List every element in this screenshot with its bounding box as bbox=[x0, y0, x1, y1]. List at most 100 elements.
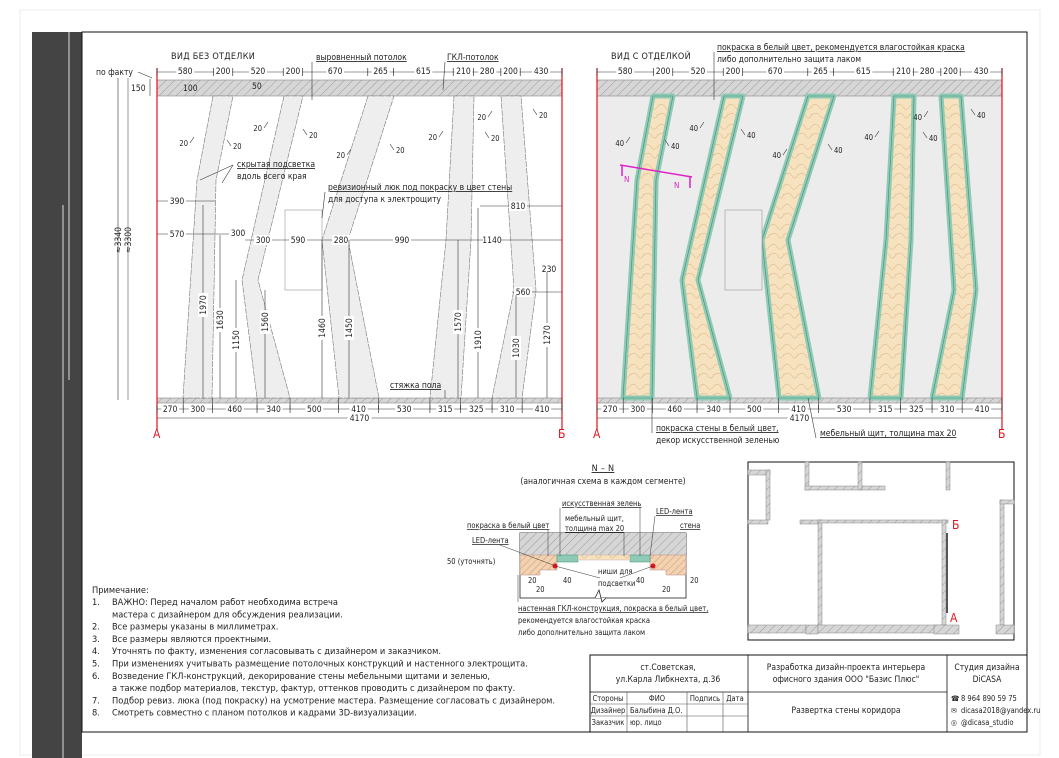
horizontal-dimension: 230 bbox=[542, 265, 557, 275]
label-bg bbox=[305, 404, 324, 413]
wall-finish-label-2: декор искусственной зеленью bbox=[656, 436, 780, 446]
bottom-dimension: 315 bbox=[438, 405, 453, 415]
total-dimension: 4170 bbox=[790, 414, 810, 424]
note-text: Подбор ревиз. люка (под покраску) на усм… bbox=[112, 695, 555, 706]
section-dimension: 20 bbox=[528, 576, 537, 585]
leader bbox=[649, 515, 656, 557]
label-bg bbox=[789, 404, 808, 413]
row-party: Заказчик bbox=[592, 718, 625, 727]
plan-wall bbox=[817, 519, 823, 626]
wall-label: стена bbox=[680, 521, 700, 530]
label-bg bbox=[540, 264, 558, 274]
label-bg bbox=[283, 66, 302, 75]
project-line-1: Разработка дизайн-проекта интерьера bbox=[767, 662, 925, 673]
row-name: Балыбина Д.О. bbox=[630, 706, 683, 715]
top-dimension: 200 bbox=[216, 67, 231, 77]
project-line-2: офисного здания ООО "Базис Плюс" bbox=[773, 675, 920, 685]
label-bg bbox=[483, 235, 501, 245]
label-bg bbox=[317, 316, 327, 340]
section-dimension: 20 bbox=[536, 585, 545, 594]
leader bbox=[346, 148, 352, 156]
revision-hatch[interactable] bbox=[724, 209, 763, 291]
label-bg bbox=[371, 66, 390, 75]
address-line-1: ст.Советская, bbox=[640, 663, 695, 673]
bottom-dimension: 340 bbox=[266, 405, 281, 415]
view-title: ВИД С ОТДЕЛКОЙ bbox=[611, 50, 691, 62]
plan-wall bbox=[941, 519, 947, 626]
bottom-dimension: 410 bbox=[975, 405, 990, 415]
leader bbox=[970, 108, 976, 116]
revision-hatch-label: ревизионный люк под покраску в цвет стен… bbox=[328, 183, 512, 193]
bottom-dimension: 410 bbox=[791, 405, 806, 415]
bottom-dimension: 460 bbox=[227, 405, 242, 415]
leader bbox=[487, 110, 493, 118]
label-bg bbox=[453, 310, 463, 334]
niche-label-2: подсветки bbox=[598, 579, 635, 588]
horizontal-dimension: 300 bbox=[256, 236, 271, 246]
top-dimension: 265 bbox=[373, 67, 388, 77]
label-bg bbox=[467, 404, 486, 413]
gap-dimension: 20 bbox=[396, 146, 405, 155]
label-bg bbox=[894, 66, 913, 75]
top-dimension: 200 bbox=[943, 67, 958, 77]
leader bbox=[625, 136, 631, 144]
section-n-n: N – N (аналогичная схема в каждом сегмент… bbox=[447, 464, 708, 637]
top-dimension: 615 bbox=[416, 67, 431, 77]
bottom-dimension: 460 bbox=[667, 405, 682, 415]
email-icon: ✉ bbox=[951, 706, 957, 715]
label-bg bbox=[628, 404, 647, 413]
label-bg bbox=[249, 66, 268, 75]
label-bg bbox=[907, 404, 926, 413]
note-text: ВАЖНО: Перед началом работ необходима вс… bbox=[112, 597, 338, 608]
top-dimension: 430 bbox=[974, 67, 989, 77]
label-bg bbox=[972, 66, 991, 75]
plan-wall bbox=[857, 461, 863, 491]
gap-dimension: 20 bbox=[539, 111, 548, 120]
vertical-dimension: 1460 bbox=[318, 318, 328, 338]
gap-dimension: 20 bbox=[253, 124, 262, 133]
bottom-dimension: 500 bbox=[747, 405, 762, 415]
label-bg bbox=[347, 413, 372, 422]
leader bbox=[740, 128, 746, 136]
note-text: Возведение ГКЛ-конструкций, декорировани… bbox=[112, 671, 490, 682]
label-bg bbox=[723, 66, 742, 75]
label-bg bbox=[168, 196, 186, 206]
label-bg bbox=[501, 66, 520, 75]
bottom-dimension: 340 bbox=[706, 405, 721, 415]
top-dimension: 580 bbox=[618, 67, 633, 77]
section-cut-line bbox=[619, 164, 693, 178]
leader bbox=[827, 143, 833, 151]
label-bg bbox=[478, 66, 497, 75]
revision-hatch[interactable] bbox=[284, 209, 323, 291]
horizontal-dimension: 1140 bbox=[482, 236, 502, 246]
leader bbox=[442, 61, 446, 91]
axis-label-a: А bbox=[593, 427, 601, 441]
gap-dimension: 40 bbox=[615, 139, 624, 148]
horizontal-dimension: 560 bbox=[516, 288, 531, 298]
vertical-dimension: 1150 bbox=[232, 330, 242, 350]
niche-label: ниши для bbox=[598, 567, 633, 576]
plan-mark-a: А bbox=[950, 611, 958, 625]
sheet-border bbox=[81, 31, 1028, 733]
plan-wall bbox=[765, 469, 771, 521]
leader bbox=[263, 121, 269, 129]
label-bg bbox=[264, 404, 283, 413]
gap-dimension: 40 bbox=[977, 111, 986, 120]
note-number: 7. bbox=[92, 695, 100, 706]
label-bg bbox=[436, 404, 455, 413]
label-bg bbox=[188, 404, 207, 413]
floor-screed-label: стяжка пола bbox=[390, 381, 441, 391]
gkl-ceiling-label: ГКЛ-потолок bbox=[447, 53, 499, 63]
label-bg bbox=[395, 404, 414, 413]
label-bg bbox=[168, 229, 186, 239]
row-name: юр. лицо bbox=[630, 718, 662, 727]
label-bg bbox=[766, 66, 785, 75]
ceiling-band bbox=[156, 79, 563, 97]
header-signature: Подпись bbox=[690, 694, 720, 703]
clear-height-dimension: ≈3300 bbox=[124, 227, 134, 253]
label-bg bbox=[665, 404, 684, 413]
plan-frame bbox=[747, 461, 1015, 641]
view-with-finish: 40 40 40 40 40 40 40 40 40 40 А Б 580 200 520 200 670 265… bbox=[593, 42, 1005, 446]
paint-label: покраска в белый цвет, рекомендуется вла… bbox=[717, 42, 965, 53]
instagram-icon: ◎ bbox=[951, 718, 957, 727]
